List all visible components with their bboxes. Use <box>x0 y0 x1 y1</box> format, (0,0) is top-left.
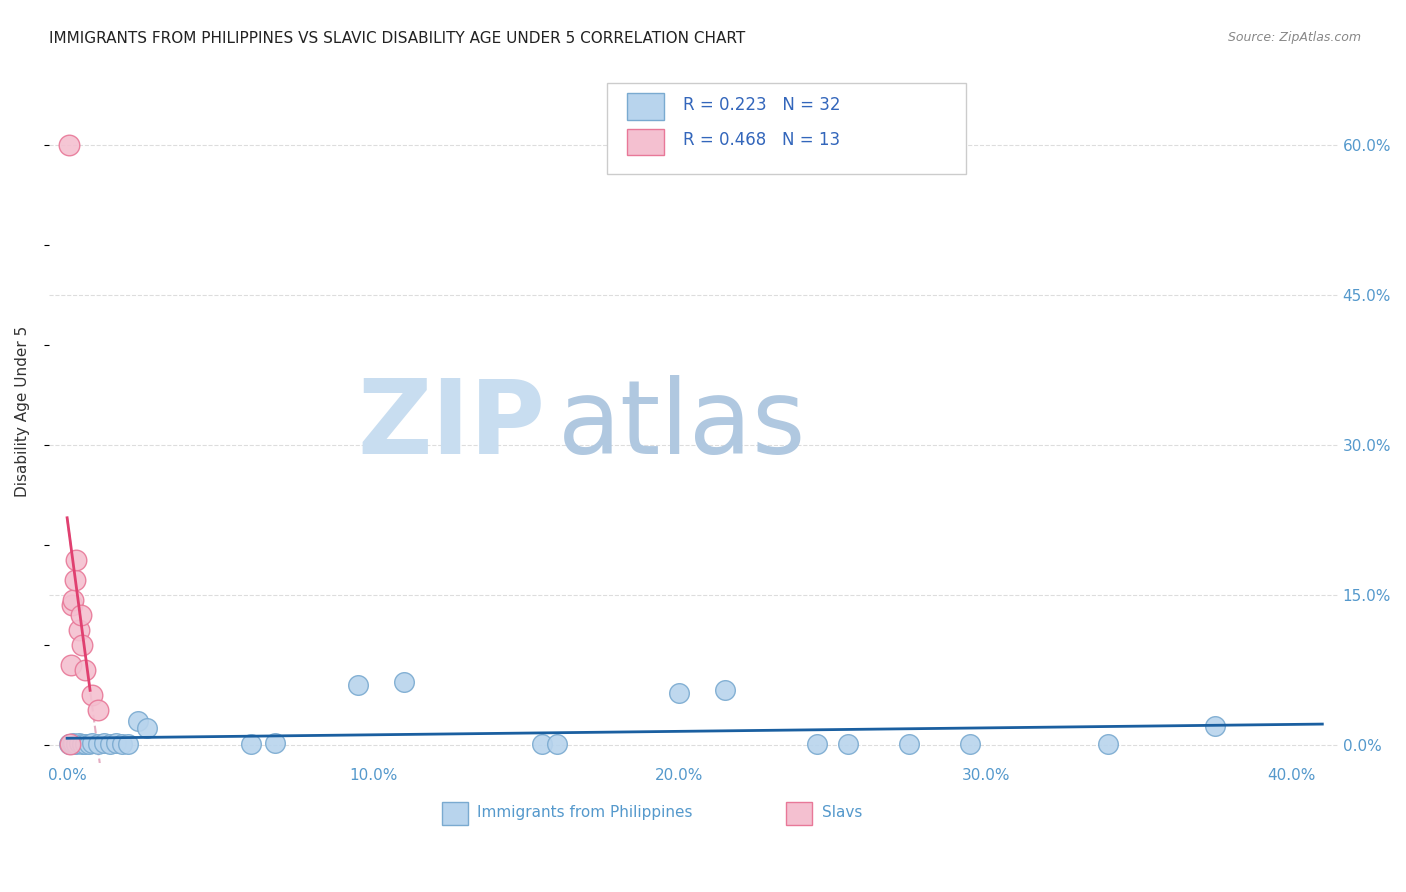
Point <box>58 737 80 751</box>
Point <box>59 737 82 751</box>
Bar <box>786 803 811 825</box>
Point <box>60 737 83 751</box>
Point <box>87 737 110 751</box>
Point <box>93 736 115 750</box>
Bar <box>627 94 664 120</box>
FancyBboxPatch shape <box>607 83 966 174</box>
Point <box>65 737 87 751</box>
Point <box>65 553 87 567</box>
Text: R = 0.223   N = 32: R = 0.223 N = 32 <box>683 96 841 114</box>
Point <box>60 598 83 612</box>
Point <box>62 593 84 607</box>
Y-axis label: Disability Age Under 5: Disability Age Under 5 <box>15 326 30 497</box>
Point <box>111 737 134 751</box>
Point <box>135 721 157 735</box>
Bar <box>441 803 468 825</box>
Point <box>546 737 568 751</box>
Point <box>806 737 828 751</box>
Point <box>530 737 553 751</box>
Point <box>98 737 121 751</box>
Point <box>67 623 90 637</box>
Point <box>59 737 82 751</box>
Point <box>58 137 80 152</box>
Text: Immigrants from Philippines: Immigrants from Philippines <box>477 805 692 820</box>
Point <box>80 736 103 750</box>
Point <box>67 736 90 750</box>
Point <box>1097 737 1119 751</box>
Point <box>668 686 690 700</box>
Point <box>77 737 100 751</box>
Point <box>392 675 415 690</box>
Point <box>959 737 981 751</box>
Text: Source: ZipAtlas.com: Source: ZipAtlas.com <box>1227 31 1361 45</box>
Point <box>117 737 139 751</box>
Point <box>105 736 128 750</box>
Text: Slavs: Slavs <box>823 805 862 820</box>
Point <box>714 683 737 698</box>
Point <box>898 737 921 751</box>
Point <box>87 703 110 717</box>
Point <box>837 737 859 751</box>
Bar <box>627 128 664 155</box>
Point <box>70 607 93 622</box>
Point <box>72 638 94 652</box>
Point <box>1204 719 1226 733</box>
Point <box>75 737 97 751</box>
Point <box>72 737 94 751</box>
Text: IMMIGRANTS FROM PHILIPPINES VS SLAVIC DISABILITY AGE UNDER 5 CORRELATION CHART: IMMIGRANTS FROM PHILIPPINES VS SLAVIC DI… <box>49 31 745 46</box>
Point <box>264 736 287 750</box>
Point <box>80 688 103 702</box>
Point <box>75 663 97 677</box>
Point <box>347 678 370 692</box>
Text: atlas: atlas <box>558 375 806 476</box>
Point <box>63 573 86 587</box>
Point <box>59 657 82 672</box>
Text: R = 0.468   N = 13: R = 0.468 N = 13 <box>683 131 839 150</box>
Point <box>239 737 262 751</box>
Point <box>62 736 84 750</box>
Point <box>127 714 149 728</box>
Text: ZIP: ZIP <box>357 375 546 476</box>
